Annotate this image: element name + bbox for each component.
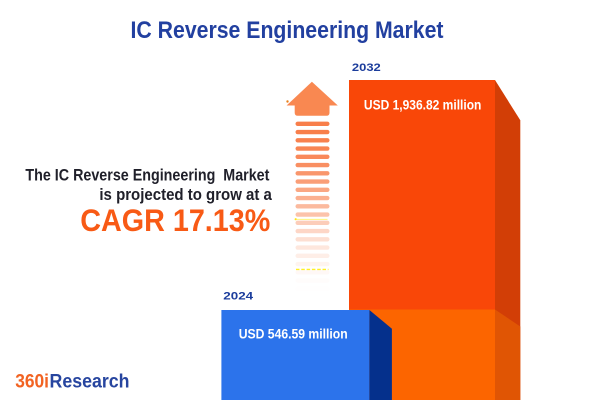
svg-text:USD 546.59 million: USD 546.59 million (239, 326, 348, 341)
svg-text:CAGR 17.13%: CAGR 17.13% (80, 202, 270, 238)
svg-text:The IC Reverse Engineering Ma: The IC Reverse Engineering Market (25, 165, 269, 184)
svg-text:IC Reverse Engineering Market: IC Reverse Engineering Market (131, 17, 444, 44)
svg-text:USD 1,936.82 million: USD 1,936.82 million (364, 98, 482, 113)
svg-text:Research: Research (50, 371, 130, 393)
svg-text:2024: 2024 (223, 291, 254, 303)
svg-text:is projected to grow at a: is projected to grow at a (99, 185, 272, 204)
svg-text:360i: 360i (15, 371, 49, 393)
svg-text:2032: 2032 (352, 62, 381, 74)
